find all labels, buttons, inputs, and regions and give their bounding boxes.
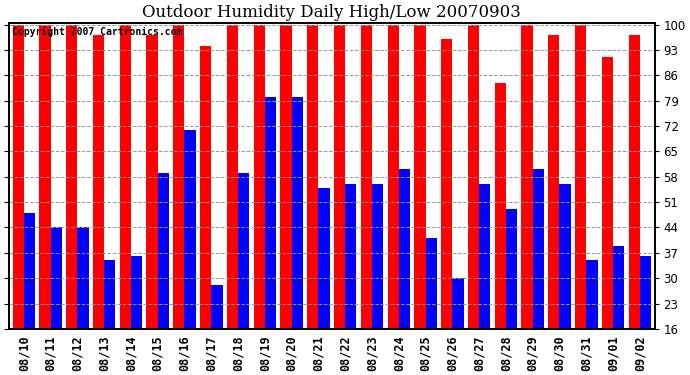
Bar bbox=[93, 35, 104, 329]
Bar bbox=[200, 46, 211, 329]
Bar bbox=[265, 97, 276, 329]
Bar bbox=[575, 24, 586, 329]
Bar bbox=[629, 35, 640, 329]
Bar bbox=[280, 24, 292, 329]
Bar bbox=[399, 170, 410, 329]
Bar bbox=[307, 24, 318, 329]
Bar bbox=[426, 238, 437, 329]
Bar bbox=[613, 246, 624, 329]
Bar bbox=[292, 97, 303, 329]
Bar bbox=[211, 285, 222, 329]
Bar bbox=[146, 35, 158, 329]
Bar bbox=[345, 184, 357, 329]
Text: Copyright 2007 Cartronics.com: Copyright 2007 Cartronics.com bbox=[12, 27, 183, 38]
Bar bbox=[238, 173, 249, 329]
Bar bbox=[453, 278, 464, 329]
Bar bbox=[50, 228, 62, 329]
Bar bbox=[549, 35, 560, 329]
Bar bbox=[479, 184, 491, 329]
Bar bbox=[506, 209, 517, 329]
Bar bbox=[388, 24, 399, 329]
Bar bbox=[533, 170, 544, 329]
Bar bbox=[131, 256, 142, 329]
Bar bbox=[23, 213, 35, 329]
Bar bbox=[441, 39, 453, 329]
Bar bbox=[414, 24, 426, 329]
Bar bbox=[586, 260, 598, 329]
Bar bbox=[173, 24, 184, 329]
Bar bbox=[602, 57, 613, 329]
Bar bbox=[39, 24, 50, 329]
Bar bbox=[495, 82, 506, 329]
Bar bbox=[640, 256, 651, 329]
Bar bbox=[522, 24, 533, 329]
Bar bbox=[334, 24, 345, 329]
Title: Outdoor Humidity Daily High/Low 20070903: Outdoor Humidity Daily High/Low 20070903 bbox=[142, 4, 521, 21]
Bar bbox=[158, 173, 169, 329]
Bar bbox=[66, 24, 77, 329]
Bar bbox=[77, 228, 88, 329]
Bar bbox=[361, 24, 372, 329]
Bar bbox=[12, 24, 23, 329]
Bar bbox=[318, 188, 330, 329]
Bar bbox=[119, 24, 131, 329]
Bar bbox=[184, 130, 196, 329]
Bar bbox=[104, 260, 115, 329]
Bar bbox=[468, 24, 479, 329]
Bar bbox=[560, 184, 571, 329]
Bar bbox=[227, 24, 238, 329]
Bar bbox=[372, 184, 383, 329]
Bar bbox=[254, 24, 265, 329]
